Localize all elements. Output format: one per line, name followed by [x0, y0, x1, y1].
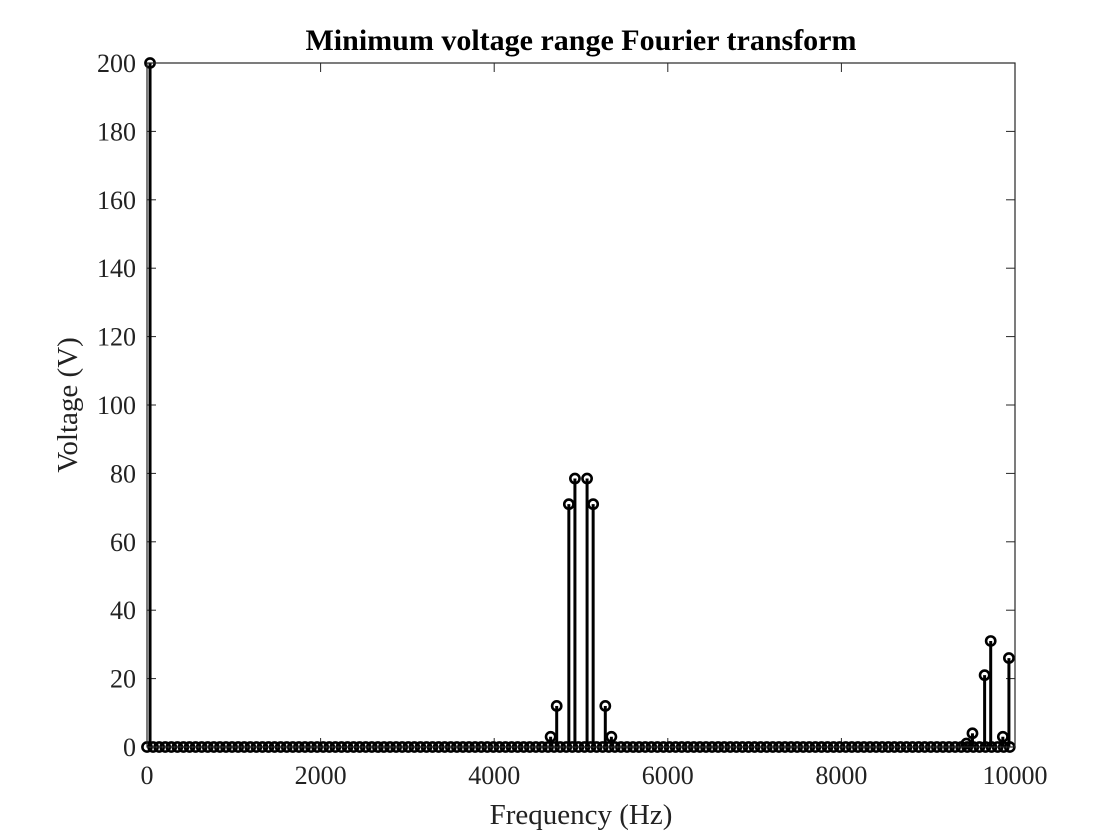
y-tick-label: 100 [97, 391, 136, 420]
y-axis-label: Voltage (V) [52, 337, 84, 473]
stem-marker-peak [569, 472, 581, 485]
y-tick-label: 160 [97, 186, 136, 215]
stem-marker-peak [966, 727, 979, 740]
y-tick-label: 140 [97, 254, 136, 283]
x-tick-label: 6000 [642, 761, 694, 790]
y-tick-label: 20 [110, 665, 136, 694]
x-tick-label: 10000 [983, 761, 1048, 790]
stem-marker-peak [581, 472, 593, 485]
plot-frame [146, 62, 1016, 748]
x-tick-label: 2000 [295, 761, 347, 790]
y-tick-label: 120 [97, 323, 136, 352]
y-tick-label: 40 [110, 596, 136, 625]
stem-marker-peak [587, 498, 600, 511]
y-tick-label: 200 [97, 49, 136, 78]
axis-ticks: 0 2000 4000 6000 8000 10000 0 20 40 60 80 100 120 140… [97, 49, 1048, 790]
stem-marker-peak [599, 700, 612, 712]
y-tick-label: 80 [110, 459, 136, 488]
y-tick-label: 60 [110, 528, 136, 557]
x-axis-label: Frequency (Hz) [490, 799, 673, 831]
stem-marker-peak [1003, 652, 1015, 664]
x-tick-label: 0 [141, 761, 154, 790]
x-tick-label: 4000 [468, 761, 520, 790]
y-tick-label: 0 [123, 733, 136, 762]
chart-title: Minimum voltage range Fourier transform [305, 24, 856, 57]
plot-area [147, 63, 1015, 747]
y-tick-label: 180 [97, 117, 136, 146]
x-tick-label: 8000 [815, 761, 867, 790]
stem-marker-peak [605, 730, 618, 743]
stem-marker-peak [550, 700, 563, 712]
stem-marker-peak [984, 635, 997, 647]
